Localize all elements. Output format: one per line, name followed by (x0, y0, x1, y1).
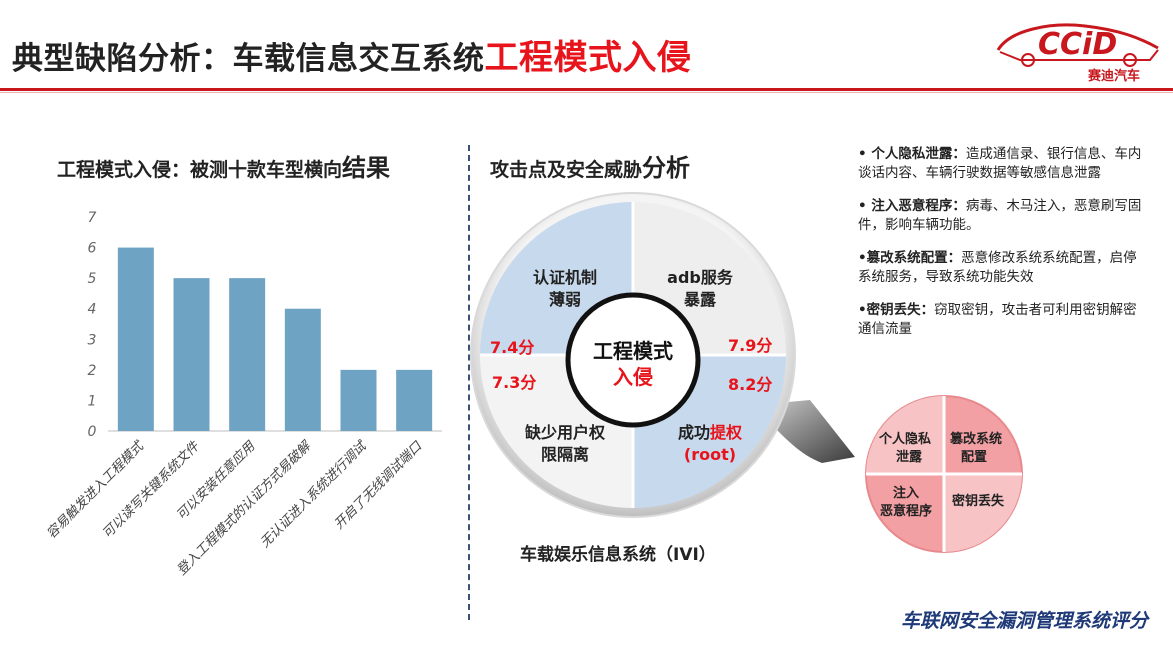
q-br-line1: 成功提权 (678, 423, 743, 442)
score-tr: 7.9分 (728, 336, 772, 355)
header-rule (0, 88, 1173, 91)
bullet-key: •密钥丢失：窃取密钥，攻击者可利用密钥解密通信流量 (858, 302, 1137, 337)
middle-subtitle: 攻击点及安全威胁分析 (490, 148, 690, 183)
title-highlight: 工程模式入侵 (484, 38, 692, 78)
x-tick-label: 无认证进入系统进行调试 (258, 438, 371, 551)
logo-subtext: 赛迪汽车 (1087, 68, 1140, 84)
impact-bl-1: 注入 (893, 485, 919, 501)
impact-tr-2: 配置 (961, 450, 987, 465)
q-tr-line2: 暴露 (683, 290, 717, 309)
footer-text: 车联网安全漏洞管理系统评分 (900, 610, 1148, 632)
x-tick-label: 容易触发进入工程模式 (43, 437, 148, 542)
impact-bl-2: 恶意程序 (880, 503, 932, 519)
q-br-line1b: 提权 (710, 423, 743, 442)
ccid-logo: CCiD 赛迪汽车 (996, 23, 1159, 84)
left-subtitle-main: 工程模式入侵：被测十款车型横向 (57, 159, 343, 181)
left-subtitle-big: 结果 (342, 154, 391, 182)
q-tr-line1: adb服务 (667, 268, 734, 287)
left-subtitle: 工程模式入侵：被测十款车型横向结果 (57, 148, 390, 183)
page-title: 典型缺陷分析：车载信息交互系统工程模式入侵 (12, 30, 692, 79)
bar (229, 278, 266, 431)
x-tick-label: 可以读写关键系统文件 (99, 438, 203, 542)
q-tl-line2: 薄弱 (549, 290, 581, 309)
y-tick-label: 0 (88, 424, 97, 440)
bar (284, 308, 321, 431)
impact-circle: 个人隐私 泄露 篡改系统 配置 注入 恶意程序 密钥丢失 (865, 395, 1023, 553)
middle-subtitle-big: 分析 (642, 154, 691, 182)
score-tl: 7.4分 (490, 338, 534, 357)
impact-br-1: 密钥丢失 (951, 493, 1005, 509)
y-tick-label: 6 (88, 241, 97, 257)
y-tick-label: 1 (88, 393, 97, 409)
bar-chart: 01234567容易触发进入工程模式可以读写关键系统文件可以安装任意应用登入工程… (43, 210, 442, 579)
center-line2: 入侵 (613, 365, 653, 389)
y-tick-label: 7 (88, 210, 97, 226)
y-tick-label: 4 (88, 302, 97, 318)
ivi-caption: 车载娱乐信息系统（IVI） (520, 545, 716, 565)
y-tick-label: 2 (88, 363, 97, 379)
q-bl-line1: 缺少用户权 (525, 423, 606, 442)
center-circle (565, 292, 701, 428)
threat-bullets: • 个人隐私泄露：造成通信录、银行信息、车内谈话内容、车辆行驶数据等敏感信息泄露… (858, 145, 1148, 353)
bar (117, 247, 154, 431)
middle-subtitle-main: 攻击点及安全威胁 (490, 159, 643, 181)
y-tick-label: 5 (88, 271, 97, 287)
bullet-privacy: • 个人隐私泄露：造成通信录、银行信息、车内谈话内容、车辆行驶数据等敏感信息泄露 (858, 146, 1142, 181)
bullet-malware: • 注入恶意程序：病毒、木马注入，恶意刷写固件，影响车辆功能。 (858, 198, 1142, 233)
ivi-threat-diagram: 工程模式 入侵 认证机制 薄弱 adb服务 暴露 缺少用户权 限隔离 成功提权 … (470, 192, 855, 518)
score-br: 8.2分 (728, 375, 772, 394)
bar (396, 369, 433, 431)
title-main: 典型缺陷分析：车载信息交互系统 (12, 41, 485, 77)
header-rule-thin (0, 92, 1173, 93)
bullet-config: •篡改系统配置：恶意修改系统系统配置，启停系统服务，导致系统功能失效 (858, 250, 1137, 285)
center-line1: 工程模式 (593, 339, 673, 363)
y-tick-label: 3 (88, 332, 97, 348)
q-br-line2: (root) (684, 445, 736, 464)
impact-tr-1: 篡改系统 (950, 431, 1002, 447)
bar (340, 369, 377, 431)
bar (173, 278, 210, 431)
impact-tl-1: 个人隐私 (878, 431, 931, 447)
impact-tl-2: 泄露 (896, 449, 923, 465)
q-tl-line1: 认证机制 (533, 268, 597, 287)
panel-divider (468, 145, 470, 620)
score-bl: 7.3分 (492, 373, 536, 392)
logo-text: CCiD (1038, 27, 1117, 62)
q-bl-line2: 限隔离 (541, 445, 589, 464)
q-br-line1a: 成功 (678, 423, 710, 442)
